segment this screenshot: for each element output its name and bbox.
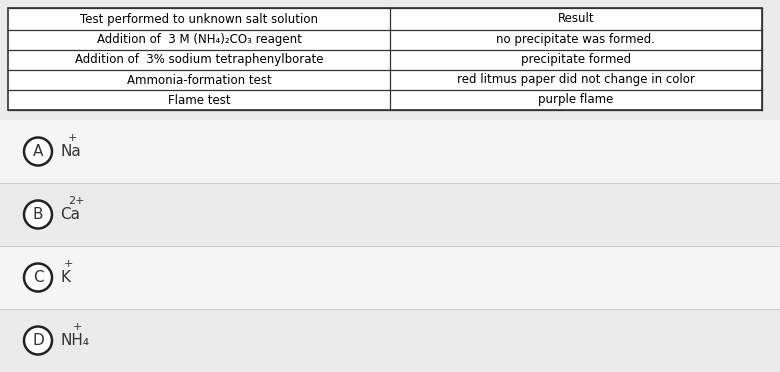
Bar	[0, 309, 780, 372]
Text: red litmus paper did not change in color: red litmus paper did not change in color	[457, 74, 695, 87]
Text: purple flame: purple flame	[538, 93, 614, 106]
Text: 2+: 2+	[68, 196, 85, 206]
Text: Ca: Ca	[60, 207, 80, 222]
Text: Ammonia-formation test: Ammonia-formation test	[126, 74, 271, 87]
Ellipse shape	[24, 327, 52, 355]
Bar	[0, 246, 780, 309]
Text: Flame test: Flame test	[168, 93, 230, 106]
Text: +: +	[68, 133, 78, 142]
FancyBboxPatch shape	[8, 8, 762, 110]
Ellipse shape	[24, 201, 52, 228]
Text: Result: Result	[558, 13, 594, 26]
Ellipse shape	[24, 263, 52, 292]
Text: C: C	[33, 270, 44, 285]
Text: precipitate formed: precipitate formed	[521, 54, 631, 67]
Text: A: A	[33, 144, 43, 159]
Ellipse shape	[24, 138, 52, 166]
Text: D: D	[32, 333, 44, 348]
Text: Test performed to unknown salt solution: Test performed to unknown salt solution	[80, 13, 318, 26]
Text: +: +	[73, 322, 82, 332]
Text: NH₄: NH₄	[60, 333, 89, 348]
Bar	[0, 183, 780, 246]
Text: B: B	[33, 207, 43, 222]
Text: K: K	[60, 270, 70, 285]
Text: no precipitate was formed.: no precipitate was formed.	[497, 33, 655, 46]
Bar	[0, 120, 780, 183]
Text: Addition of  3% sodium tetraphenylborate: Addition of 3% sodium tetraphenylborate	[75, 54, 323, 67]
Text: Addition of  3 M (NH₄)₂CO₃ reagent: Addition of 3 M (NH₄)₂CO₃ reagent	[97, 33, 301, 46]
Text: +: +	[64, 259, 73, 269]
Text: Na: Na	[60, 144, 81, 159]
